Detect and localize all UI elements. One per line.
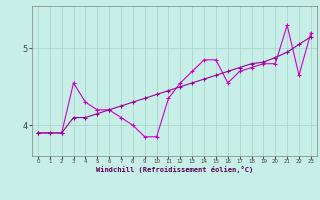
X-axis label: Windchill (Refroidissement éolien,°C): Windchill (Refroidissement éolien,°C) <box>96 166 253 173</box>
